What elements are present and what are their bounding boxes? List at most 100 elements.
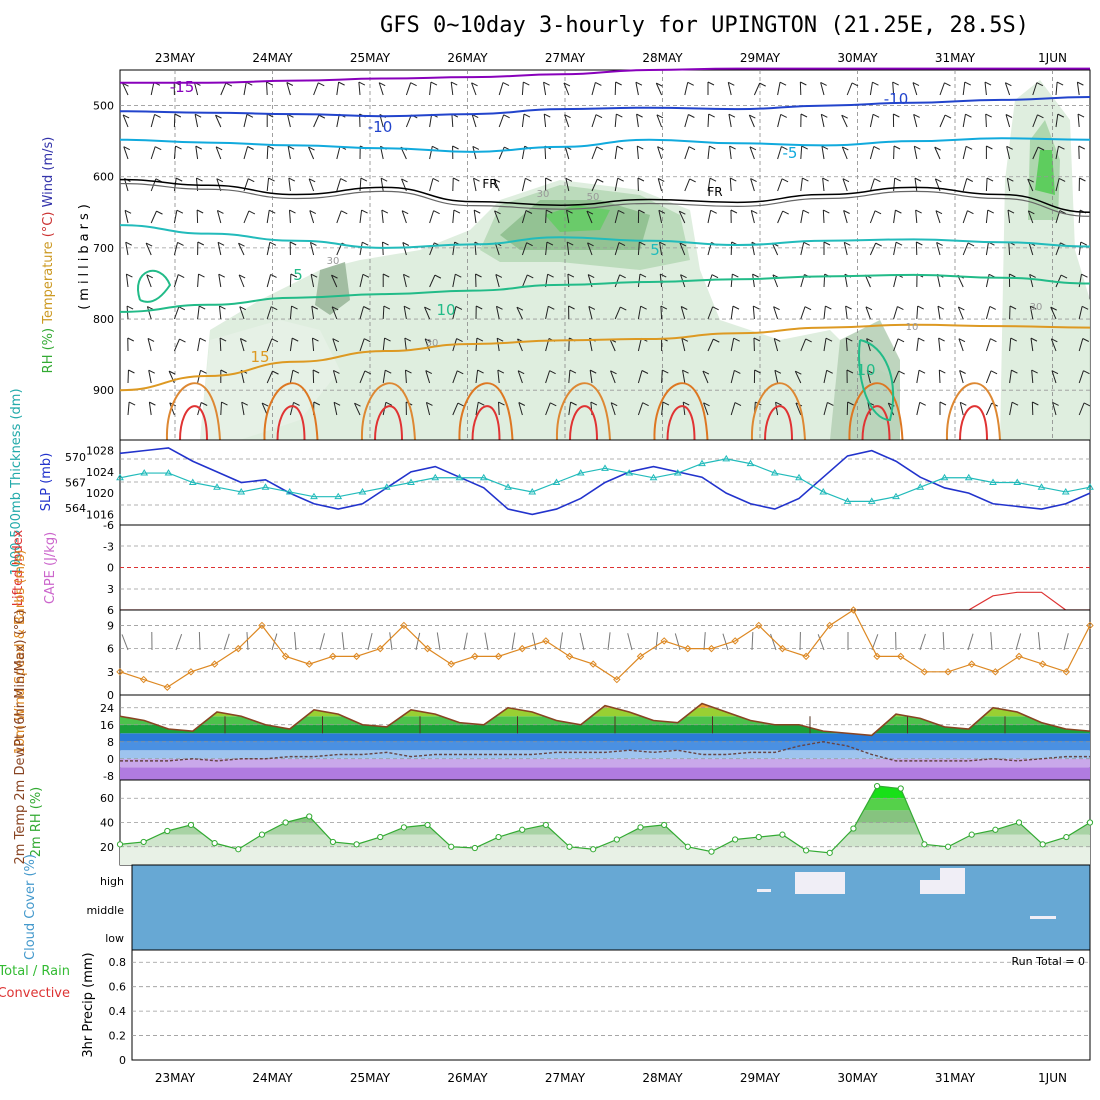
wind-barb (173, 146, 177, 160)
wind-barb (333, 402, 338, 416)
wind-barb (518, 402, 523, 416)
wind-barb (939, 82, 945, 96)
wind-barb (984, 82, 987, 96)
pressure-tick-label: 600 (93, 171, 114, 184)
wind-barb-flag (782, 210, 789, 215)
wind-barb (243, 114, 248, 128)
wind-barb (289, 370, 294, 384)
wind-barb-flag (990, 338, 997, 343)
wind-barb (893, 338, 899, 352)
wind-barb-flag (938, 337, 945, 342)
wind-barb (1007, 210, 1011, 224)
wind-barb (217, 242, 222, 256)
wind-barb-flag (570, 401, 577, 406)
wind-barb-flag (239, 306, 246, 311)
wind-barb (471, 114, 477, 128)
wind-barb (173, 178, 177, 192)
wind-barb-flag (959, 370, 966, 374)
surface-wind-barb (389, 632, 393, 651)
wind-barb-flag (318, 114, 326, 119)
wind-barb-flag (944, 114, 952, 119)
wind-barb (1006, 146, 1011, 160)
wind-barb-flag (872, 113, 880, 118)
wind-barb-flag (658, 177, 665, 182)
wind-barb (678, 211, 686, 224)
wind-barb (332, 370, 338, 384)
wind-barb (661, 369, 663, 384)
wind-barb-flag (635, 81, 643, 86)
wind-barb (215, 114, 222, 128)
wind-barb (521, 178, 526, 192)
wind-barb (1078, 306, 1083, 320)
wind-speed-point (329, 652, 337, 661)
wind-barb-flag (378, 82, 386, 87)
wind-barb-flag (895, 209, 902, 214)
wind-barb-flag (825, 337, 833, 342)
wind-barb-flag (156, 210, 163, 215)
wind-barb-flag (1083, 402, 1091, 407)
wind-speed-point (210, 660, 219, 668)
li-tick-label: 6 (107, 604, 114, 617)
wind-barb-flag (291, 337, 299, 342)
wind-barb (1032, 114, 1038, 128)
precip-tick-label: 0.4 (109, 1005, 127, 1018)
wind-barb (869, 114, 874, 128)
wind-barb-flag (248, 178, 255, 183)
wind-barb (800, 178, 803, 192)
wind-speed-point (920, 668, 929, 676)
wind-barb-flag (753, 305, 760, 310)
wind-barb (145, 242, 152, 256)
wind-barb-flag (1037, 114, 1044, 119)
temp-tick-label: 0 (107, 753, 114, 766)
wind-barb-flag (680, 274, 687, 279)
wind-barb (916, 305, 919, 320)
wind-barb-flag (217, 241, 225, 246)
wind-barb-flag (894, 177, 901, 182)
wind-speed-point (636, 652, 645, 661)
thickness-point (552, 478, 561, 485)
wind-barb-flag (846, 369, 854, 374)
wind-barb-flag (194, 113, 202, 118)
rh-point (282, 819, 289, 826)
isotherm-10 (119, 273, 1091, 313)
temp-tick-label: 24 (100, 702, 114, 715)
wind-barb-flag (751, 209, 758, 214)
contour-label: -10 (368, 118, 393, 136)
wind-barb (637, 338, 642, 352)
wind-barb (775, 402, 779, 416)
wind-barb-flag (405, 369, 412, 374)
wind-barb (657, 178, 663, 192)
wind-speed-point (494, 652, 503, 661)
rh-point (164, 827, 171, 835)
wind-barb-flag (707, 81, 715, 86)
wind-barb (125, 274, 129, 288)
wind-barb (122, 114, 129, 128)
wind-barb (985, 113, 987, 128)
precip-tick-label: 0.8 (109, 956, 127, 969)
date-label-top: 28MAY (642, 51, 683, 65)
wind-barb-flag (713, 338, 720, 343)
wind-barb-flag (565, 177, 573, 182)
wind-barb-flag (496, 337, 504, 342)
wind-barb (913, 114, 918, 128)
wind-barb-flag (545, 177, 552, 182)
wind-barb-flag (200, 369, 207, 374)
wind-barb (451, 113, 454, 128)
temp-label: 2m Temp 2m DewPt (6hr Min/Max) (°C) (13, 610, 28, 865)
surface-wind-barb (919, 633, 926, 651)
precip-convective-label: Convective (0, 986, 70, 1001)
wind-barb-flag (800, 113, 808, 118)
wind-barb-flag (966, 178, 974, 182)
surface-wind-barb (175, 633, 183, 651)
wind-barb-flag (493, 178, 501, 183)
wind-barb-flag (338, 81, 345, 86)
wind-barb (517, 370, 523, 384)
wind-barb (238, 274, 245, 288)
rh-label: 2m RH (%) (29, 787, 44, 858)
wind-barb-flag (291, 305, 298, 310)
wind-barb-flag (642, 402, 649, 407)
wind-barb-flag (472, 145, 480, 150)
wind-barb (774, 370, 779, 384)
wind-barb-flag (563, 82, 571, 87)
wind-barb (660, 305, 663, 320)
